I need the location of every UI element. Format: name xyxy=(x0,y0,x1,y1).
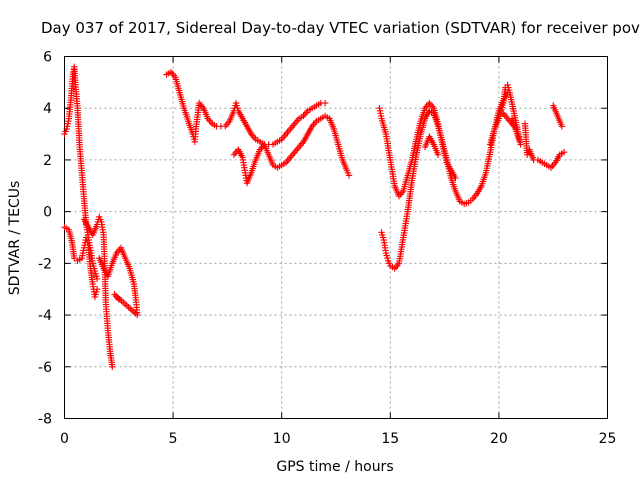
x-axis-label: GPS time / hours xyxy=(276,459,393,475)
series-markers-arc-5 xyxy=(163,68,329,148)
chart-title: Day 037 of 2017, Sidereal Day-to-day VTE… xyxy=(41,19,640,37)
y-tick-label: -8 xyxy=(38,412,52,428)
x-tick-label: 20 xyxy=(490,431,508,447)
series-markers-arc-9 xyxy=(487,81,524,148)
series-markers-arc-1 xyxy=(61,63,101,283)
axis-ticks xyxy=(64,56,608,419)
y-tick-label: 2 xyxy=(43,153,52,169)
series-markers-arc-10 xyxy=(521,102,568,171)
y-tick-label: 4 xyxy=(43,101,52,117)
series-markers-arc-2 xyxy=(61,223,101,301)
y-tick-label: -6 xyxy=(38,360,52,376)
y-axis-label: SDTVAR / TECUs xyxy=(7,181,23,296)
y-tick-label: 6 xyxy=(43,50,52,66)
series-markers-arc-8 xyxy=(376,99,459,200)
x-tick-label: 0 xyxy=(60,431,69,447)
y-tick-label: -4 xyxy=(38,308,52,324)
x-tick-label: 5 xyxy=(169,431,178,447)
series-markers-arc-6 xyxy=(230,112,353,187)
y-tick-labels: -8 -6 -4 -2 0 2 4 6 xyxy=(38,50,52,428)
series-markers-arc-7 xyxy=(378,89,511,272)
plot-frame xyxy=(64,56,608,419)
x-tick-label: 10 xyxy=(273,431,291,447)
series-markers-arc-4 xyxy=(96,244,141,319)
y-tick-label: -2 xyxy=(38,256,52,272)
y-tick-label: 0 xyxy=(43,205,52,221)
grid-lines xyxy=(64,56,608,419)
x-tick-label: 15 xyxy=(381,431,399,447)
x-tick-label: 25 xyxy=(599,431,617,447)
x-tick-labels: 0 5 10 15 20 25 xyxy=(60,431,616,447)
series-markers-arc-3 xyxy=(80,213,116,370)
data-markers xyxy=(61,63,568,370)
